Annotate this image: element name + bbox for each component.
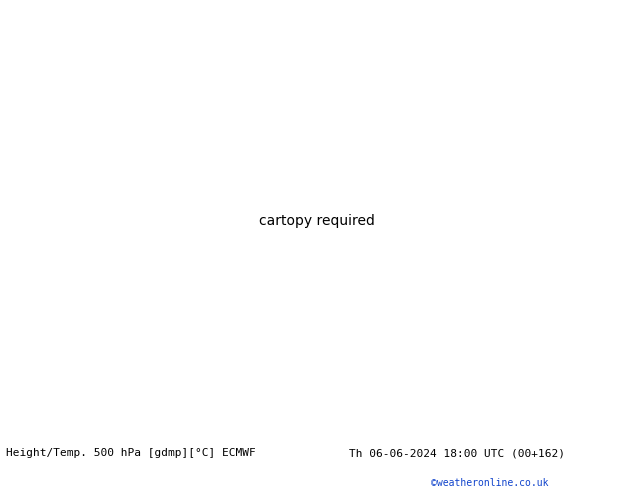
Text: ©weatheronline.co.uk: ©weatheronline.co.uk bbox=[431, 478, 548, 488]
Text: cartopy required: cartopy required bbox=[259, 214, 375, 227]
Text: Height/Temp. 500 hPa [gdmp][°C] ECMWF: Height/Temp. 500 hPa [gdmp][°C] ECMWF bbox=[6, 448, 256, 458]
Text: Th 06-06-2024 18:00 UTC (00+162): Th 06-06-2024 18:00 UTC (00+162) bbox=[349, 448, 565, 458]
